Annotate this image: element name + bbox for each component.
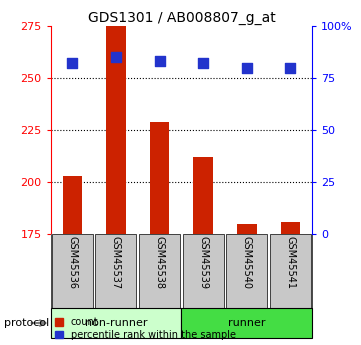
Point — [69, 61, 75, 66]
Bar — [270, 234, 311, 308]
Bar — [106, 26, 126, 234]
Text: runner: runner — [228, 318, 266, 328]
Bar — [51, 308, 181, 338]
Bar — [139, 234, 180, 308]
Bar — [150, 122, 169, 234]
Text: GSM45541: GSM45541 — [286, 236, 295, 289]
Text: GSM45537: GSM45537 — [111, 236, 121, 289]
Bar — [237, 224, 257, 234]
Bar — [193, 157, 213, 234]
Bar — [62, 176, 82, 234]
Title: GDS1301 / AB008807_g_at: GDS1301 / AB008807_g_at — [87, 11, 275, 25]
Bar — [226, 234, 268, 308]
Bar — [280, 221, 300, 234]
Point — [288, 65, 293, 70]
Point — [157, 59, 162, 64]
Bar — [181, 308, 312, 338]
Text: GSM45540: GSM45540 — [242, 236, 252, 289]
Text: GSM45536: GSM45536 — [68, 236, 77, 289]
Bar — [52, 234, 93, 308]
Text: GSM45539: GSM45539 — [198, 236, 208, 289]
Point — [244, 65, 250, 70]
Point — [200, 61, 206, 66]
Text: GSM45538: GSM45538 — [155, 236, 165, 289]
Text: non-runner: non-runner — [85, 318, 147, 328]
Bar — [95, 234, 136, 308]
Bar — [183, 234, 224, 308]
Text: protocol: protocol — [4, 318, 49, 328]
Legend: count, percentile rank within the sample: count, percentile rank within the sample — [55, 317, 236, 340]
Point — [113, 54, 119, 60]
